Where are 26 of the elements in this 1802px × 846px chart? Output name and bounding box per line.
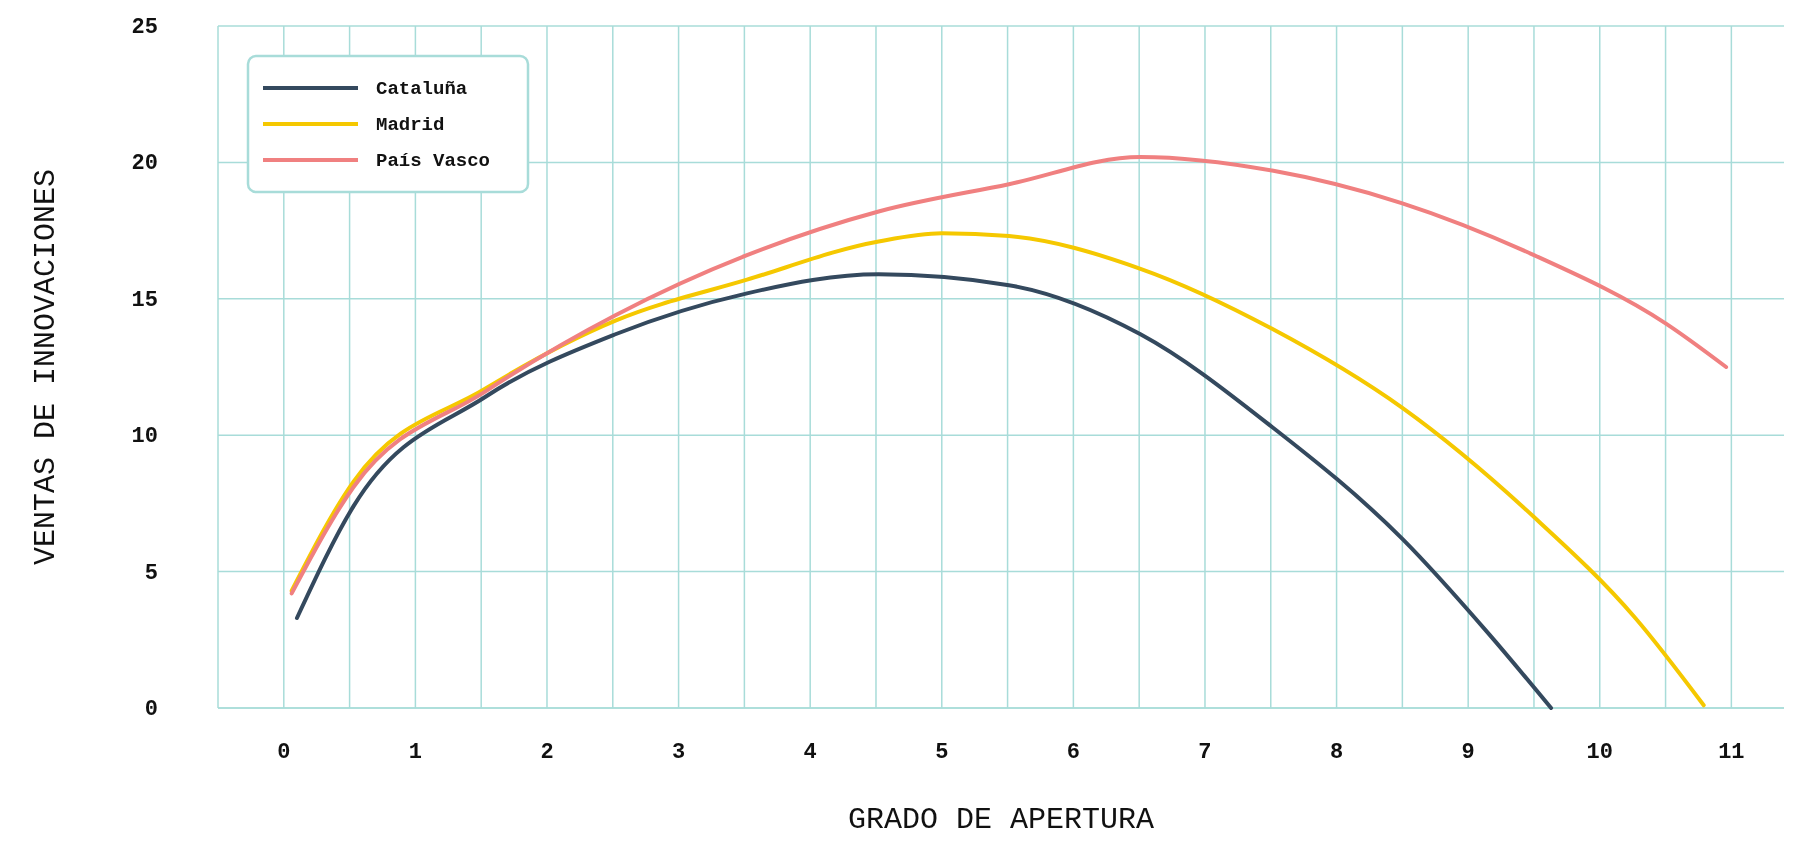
legend-label: Cataluña [376,78,468,100]
x-tick-label: 8 [1329,740,1344,765]
x-tick-label: 2 [540,740,554,765]
line-series [289,154,1729,596]
x-axis-title: GRADO DE APERTURA [847,803,1155,837]
x-tick-label: 1 [408,740,422,765]
x-tick-label: 7 [1198,740,1212,765]
x-tick-label: 11 [1718,740,1745,765]
y-tick-label: 0 [144,697,158,722]
y-tick-label: 10 [131,424,158,450]
y-tick-label: 25 [131,15,158,40]
y-axis-title: VENTAS DE INNOVACIONES [29,168,63,566]
line-series [289,231,1706,708]
x-tick-label: 10 [1586,740,1613,765]
x-tick-label: 3 [671,740,686,765]
y-tick-label: 15 [131,287,158,313]
y-tick-label: 5 [144,560,158,586]
x-tick-label: 0 [277,740,291,765]
y-tick-label: 20 [131,151,158,177]
legend-label: Madrid [376,114,445,136]
x-tick-label: 5 [935,740,949,765]
legend-label: País Vasco [376,150,491,172]
x-tick-label: 6 [1066,740,1080,765]
line-series [294,272,1554,710]
x-tick-label: 4 [803,740,817,765]
x-tick-label: 9 [1461,740,1475,765]
